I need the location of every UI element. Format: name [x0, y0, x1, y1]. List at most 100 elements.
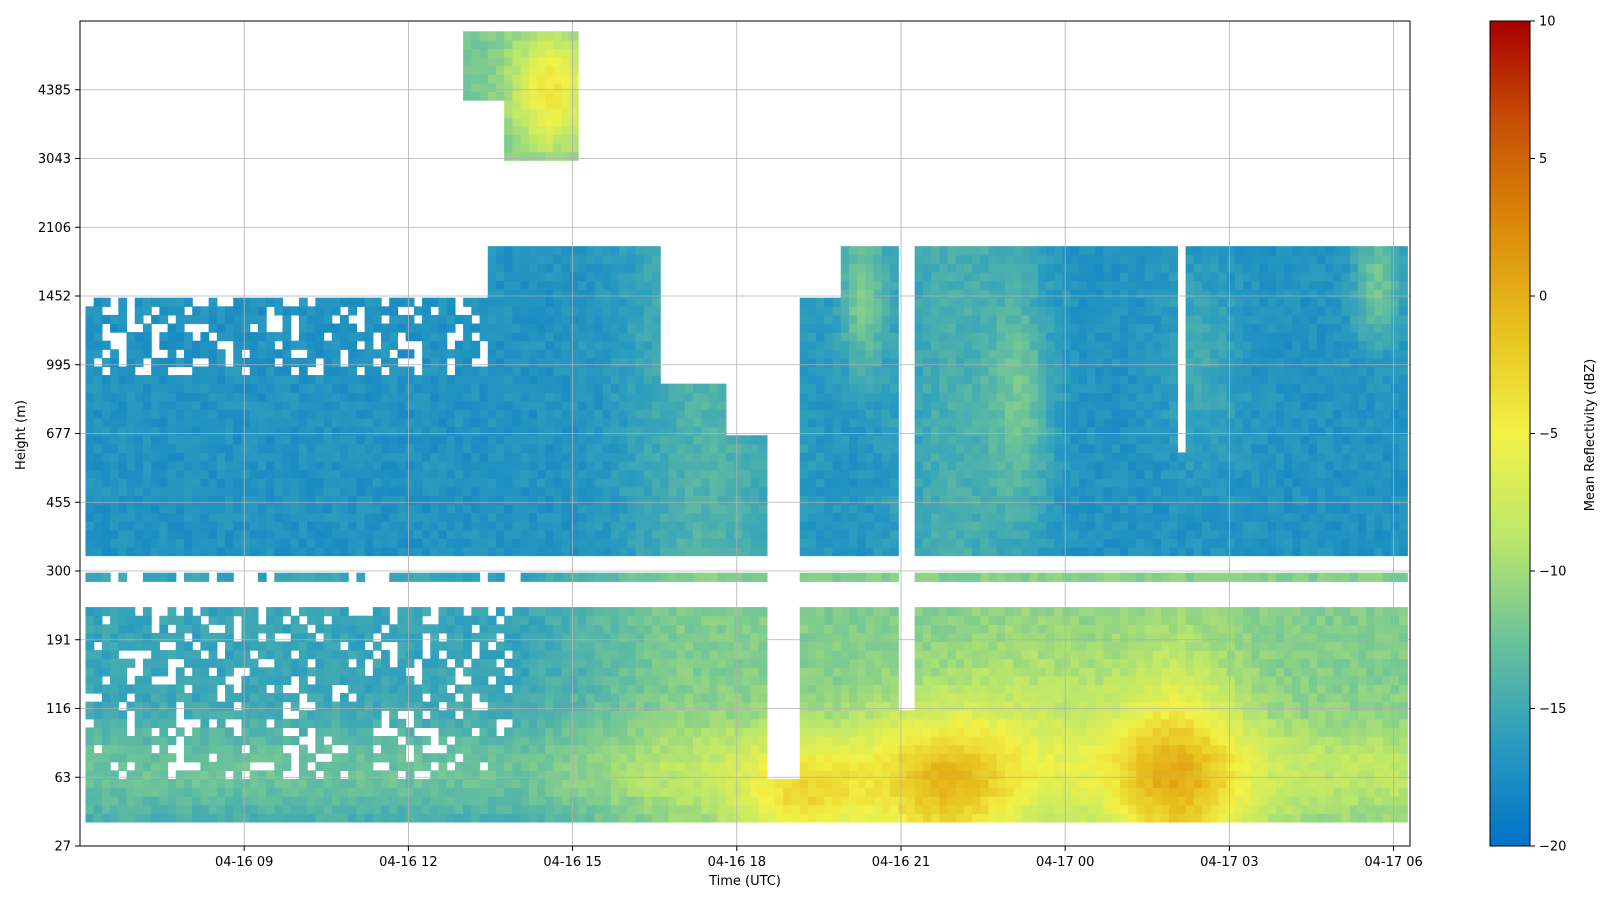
heatmap-cell [175, 796, 185, 806]
heatmap-cell [479, 478, 489, 488]
heatmap-cell [249, 667, 259, 677]
heatmap-cell [249, 632, 259, 643]
heatmap-cell [101, 718, 111, 728]
heatmap-cell [422, 624, 431, 634]
heatmap-cell [298, 641, 308, 651]
heatmap-cell [865, 461, 875, 471]
heatmap-cell [348, 340, 357, 350]
heatmap-cell [816, 478, 825, 488]
heatmap-cell [430, 375, 440, 385]
heatmap-cell [807, 675, 817, 686]
heatmap-cell [298, 366, 308, 376]
heatmap-cell [635, 503, 645, 514]
heatmap-cell [643, 435, 653, 445]
heatmap-cell [495, 357, 505, 368]
heatmap-cell [438, 624, 448, 634]
heatmap-cell [381, 478, 390, 488]
heatmap-cell [93, 736, 103, 746]
heatmap-cell [528, 340, 538, 350]
heatmap-cell [865, 435, 875, 445]
heatmap-cell [446, 572, 456, 582]
heatmap-cell [389, 675, 399, 686]
heatmap-cell [413, 632, 423, 643]
heatmap-cell [142, 452, 152, 462]
heatmap-cell [545, 349, 555, 359]
heatmap-cell [216, 452, 226, 462]
heatmap-cell [668, 736, 678, 746]
heatmap-cell [602, 761, 612, 771]
heatmap-cell [602, 314, 612, 325]
heatmap-cell [438, 349, 448, 359]
heatmap-cell [479, 383, 489, 393]
heatmap-cell [520, 91, 530, 101]
heatmap-cell [512, 607, 522, 617]
heatmap-cell [676, 503, 686, 514]
heatmap-cell [487, 426, 497, 436]
heatmap-cell [397, 314, 407, 325]
heatmap-cell [495, 366, 505, 376]
heatmap-cell [537, 74, 546, 84]
heatmap-cell [635, 744, 645, 754]
heatmap-cell [142, 753, 152, 763]
heatmap-cell [725, 512, 735, 522]
heatmap-cell [93, 787, 103, 797]
heatmap-cell [734, 650, 743, 660]
heatmap-cell [282, 521, 292, 531]
heatmap-cell [578, 641, 587, 651]
heatmap-cell [348, 710, 357, 720]
heatmap-cell [430, 332, 440, 342]
heatmap-cell [266, 340, 275, 350]
heatmap-cell [397, 632, 407, 643]
heatmap-cell [586, 667, 596, 677]
heatmap-cell [569, 796, 579, 806]
heatmap-cell [126, 521, 136, 531]
heatmap-cell [167, 753, 177, 763]
heatmap-cell [257, 349, 267, 359]
heatmap-cell [463, 778, 472, 789]
heatmap-cell [348, 332, 357, 342]
heatmap-cell [422, 323, 431, 333]
heatmap-cell [495, 753, 505, 763]
heatmap-cell [594, 675, 604, 686]
heatmap-cell [709, 512, 719, 522]
heatmap-cell [791, 804, 801, 814]
heatmap-cell [249, 486, 259, 496]
heatmap-cell [93, 632, 103, 643]
heatmap-cell [159, 306, 169, 316]
heatmap-cell [454, 314, 464, 325]
heatmap-cell [807, 426, 817, 436]
heatmap-cell [487, 503, 497, 514]
heatmap-cell [569, 392, 579, 402]
heatmap-cell [701, 641, 711, 651]
heatmap-cell [848, 435, 858, 445]
heatmap-cell [446, 667, 456, 677]
heatmap-cell [495, 761, 505, 771]
heatmap-cell [635, 435, 645, 445]
heatmap-cell [413, 718, 423, 728]
heatmap-cell [225, 727, 234, 737]
heatmap-cell [569, 48, 579, 58]
heatmap-cell [693, 546, 702, 557]
heatmap-cell [807, 753, 817, 763]
heatmap-cell [438, 753, 448, 763]
heatmap-cell [635, 297, 645, 307]
heatmap-cell [298, 435, 308, 445]
heatmap-cell [840, 383, 850, 393]
heatmap-cell [93, 366, 103, 376]
heatmap-cell [693, 667, 702, 677]
heatmap-cell [422, 392, 431, 402]
heatmap-cell [495, 426, 505, 436]
heatmap-cell [684, 461, 694, 471]
heatmap-cell [660, 607, 669, 617]
heatmap-cell [676, 650, 686, 660]
heatmap-cell [413, 572, 423, 582]
heatmap-cell [660, 813, 669, 823]
heatmap-cell [561, 297, 571, 307]
heatmap-cell [438, 684, 448, 694]
heatmap-cell [134, 753, 144, 763]
heatmap-cell [816, 538, 825, 548]
heatmap-cell [298, 375, 308, 385]
heatmap-cell [298, 675, 308, 686]
heatmap-cell [175, 392, 185, 402]
heatmap-cell [586, 615, 596, 625]
